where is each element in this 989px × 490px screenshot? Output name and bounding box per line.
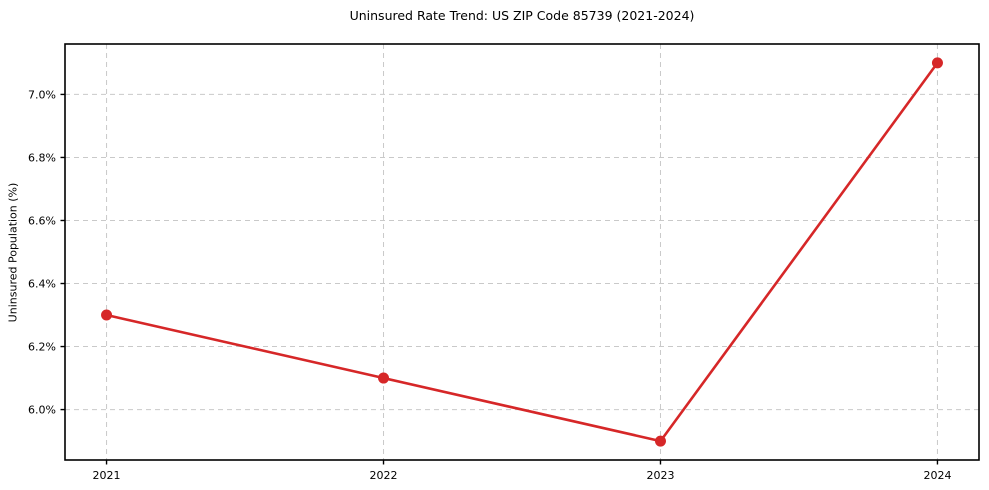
y-tick-label: 6.8%: [28, 151, 56, 164]
series-line: [105, 61, 939, 443]
chart-title: Uninsured Rate Trend: US ZIP Code 85739 …: [349, 8, 695, 23]
y-tick-label: 6.0%: [28, 404, 56, 417]
x-tick-label: 2024: [923, 469, 951, 482]
x-tick-label: 2021: [93, 469, 121, 482]
y-tick-label: 6.4%: [28, 278, 56, 291]
y-tick-label: 6.2%: [28, 341, 56, 354]
data-point-marker: [378, 372, 390, 384]
data-point-marker: [101, 309, 113, 321]
y-axis-label: Uninsured Population (%): [6, 182, 20, 323]
axes-frame: [64, 43, 980, 461]
x-tick-label: 2023: [646, 469, 674, 482]
data-point-marker: [931, 57, 943, 69]
y-tick-label: 6.6%: [28, 214, 56, 227]
y-tick-label: 7.0%: [28, 88, 56, 101]
data-point-marker: [654, 435, 666, 447]
x-tick-label: 2022: [370, 469, 398, 482]
